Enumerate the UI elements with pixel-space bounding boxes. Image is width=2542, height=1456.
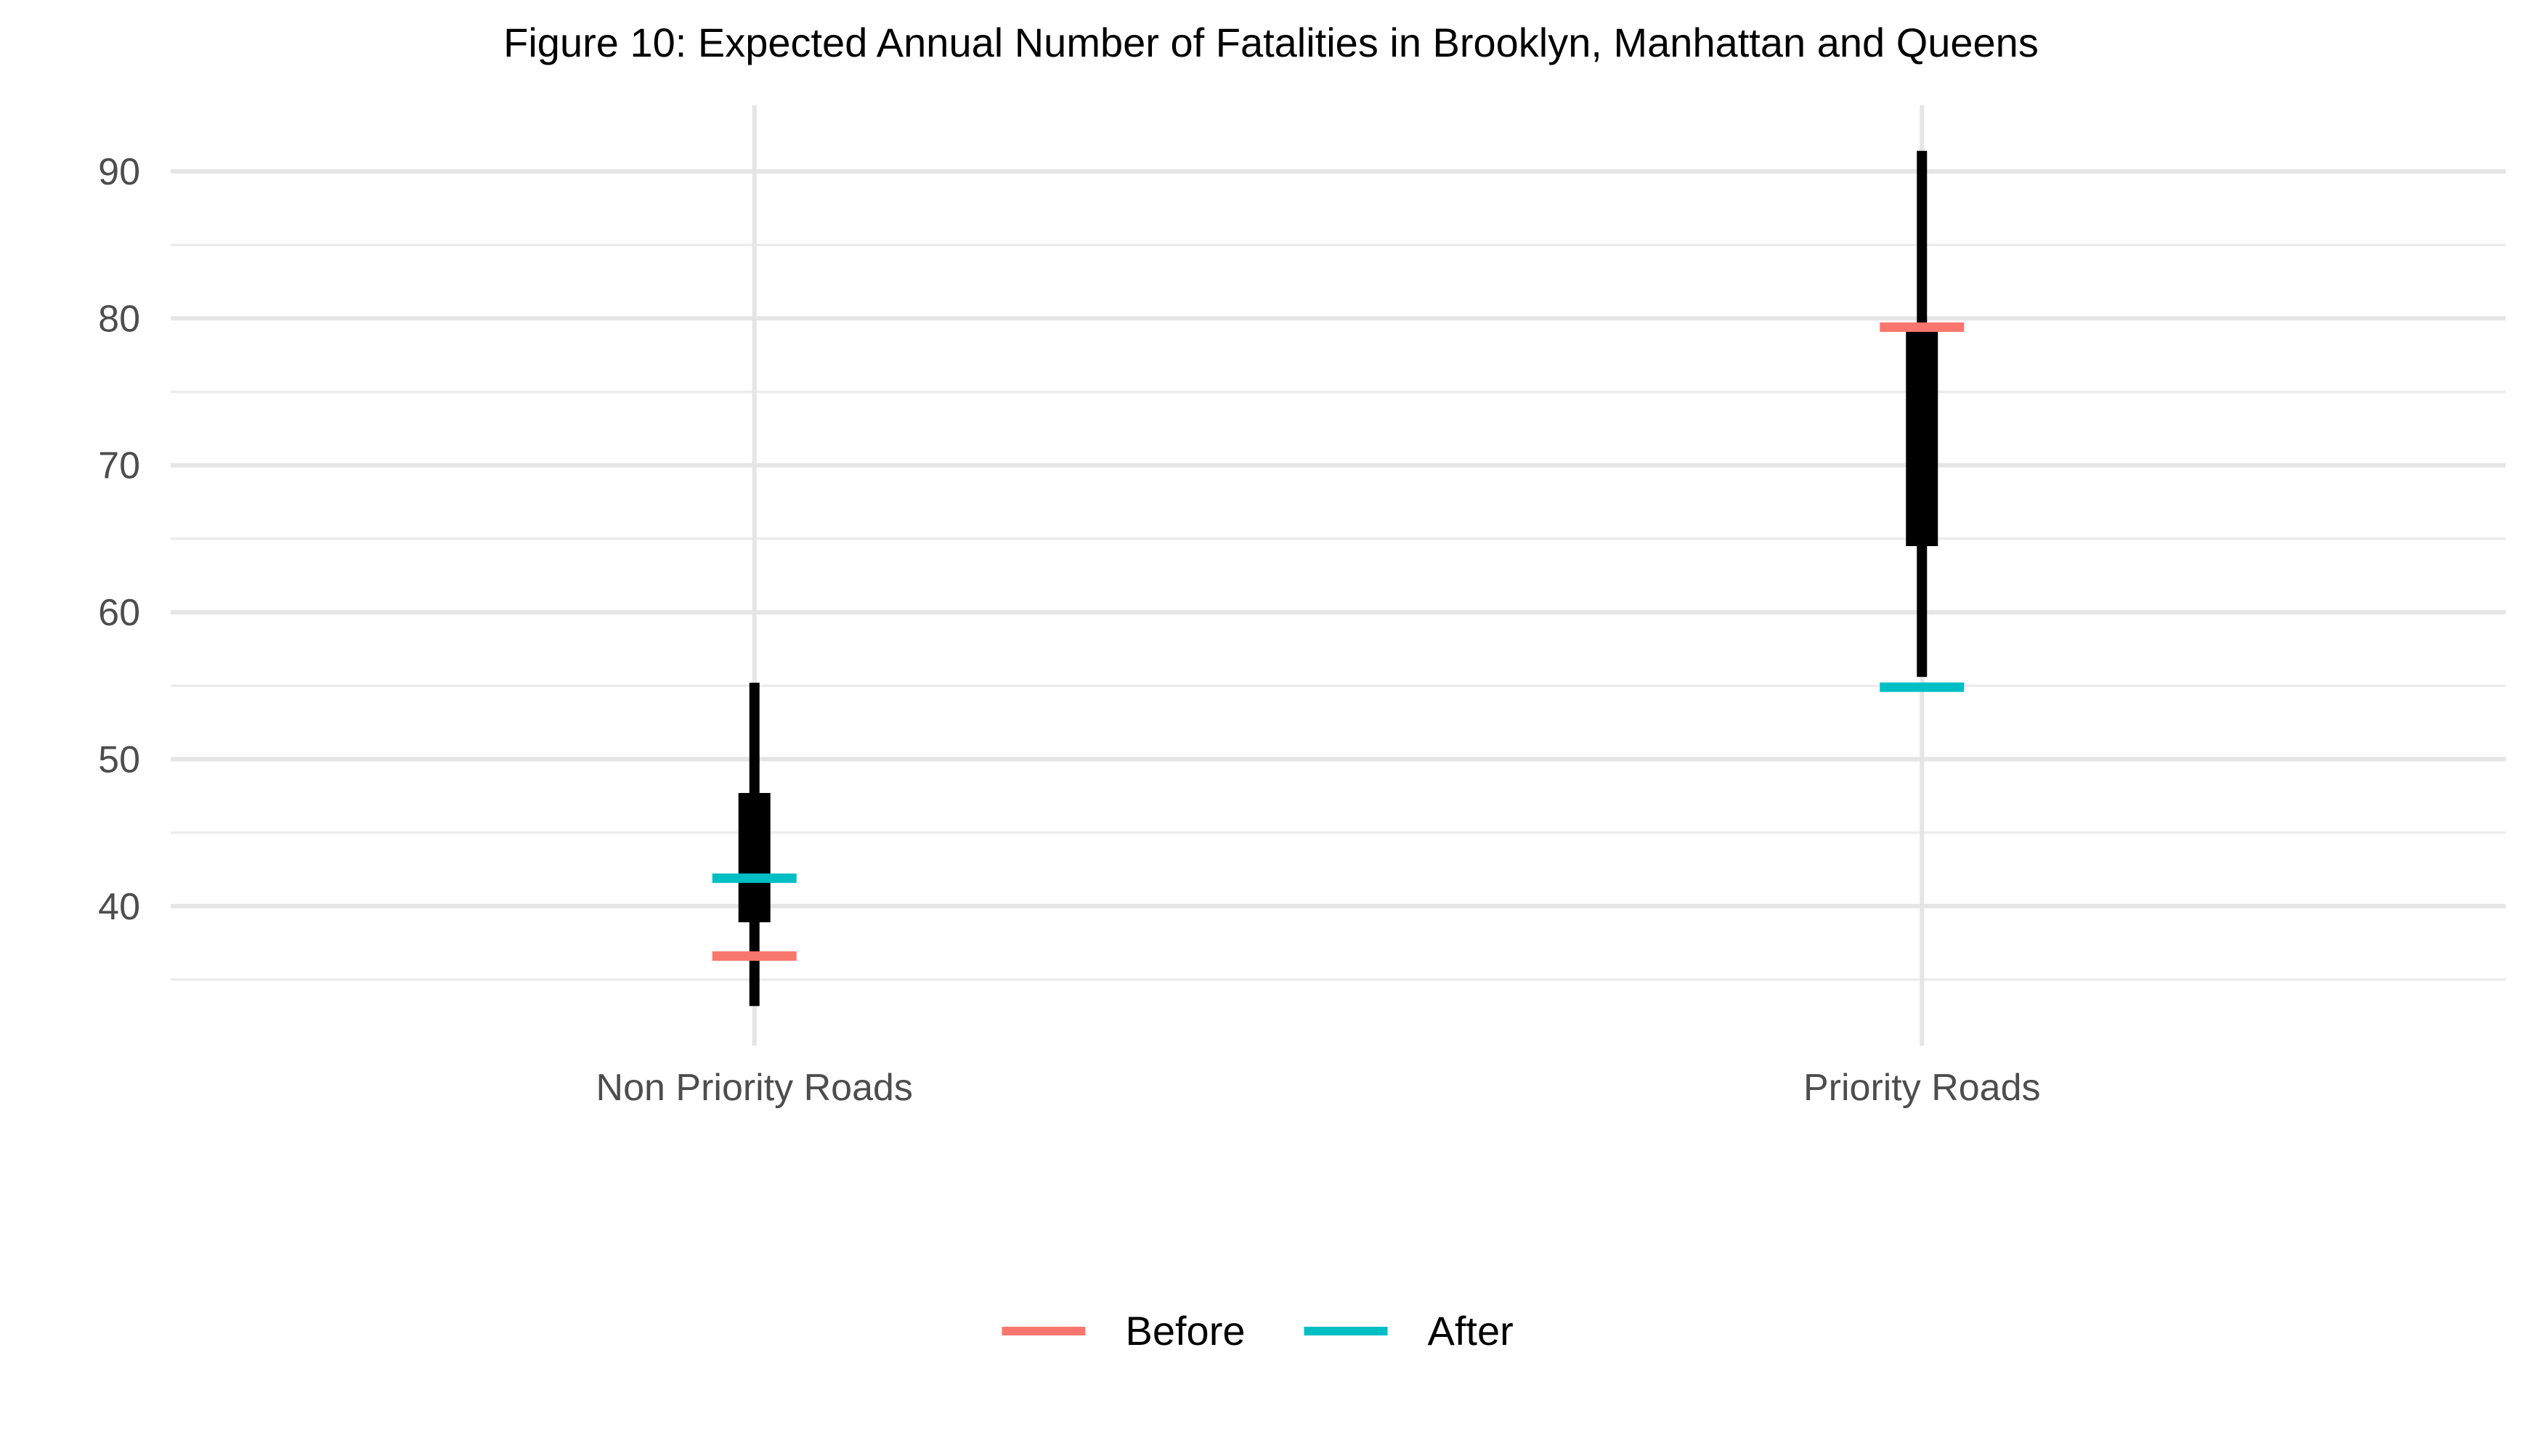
x-tick-label: Non Priority Roads — [596, 1067, 913, 1109]
series-mark-before — [1880, 322, 1965, 333]
y-tick-label: 60 — [98, 592, 140, 634]
series-mark-after — [712, 873, 797, 883]
legend-key-after — [1304, 1327, 1388, 1335]
y-tick-label: 80 — [98, 298, 140, 340]
plot-marks — [712, 150, 1965, 1006]
legend-label-after: After — [1428, 1308, 1514, 1354]
x-tick-label: Priority Roads — [1803, 1067, 2041, 1109]
y-tick-label: 90 — [98, 151, 140, 193]
legend-label-before: Before — [1126, 1308, 1246, 1354]
y-tick-label: 70 — [98, 445, 140, 487]
y-tick-label: 40 — [98, 886, 140, 928]
y-tick-label: 50 — [98, 739, 140, 781]
series-mark-before — [712, 951, 797, 961]
inner-interval — [1906, 328, 1938, 547]
grid — [171, 105, 2506, 1046]
y-axis: 40 50 60 70 80 90 — [98, 151, 140, 928]
legend: Before After — [1002, 1308, 1514, 1354]
x-axis: Non Priority Roads Priority Roads — [596, 1067, 2041, 1109]
series-mark-after — [1880, 682, 1965, 692]
legend-key-before — [1002, 1327, 1086, 1335]
chart-title: Figure 10: Expected Annual Number of Fat… — [503, 20, 2039, 65]
inner-interval — [738, 792, 771, 923]
